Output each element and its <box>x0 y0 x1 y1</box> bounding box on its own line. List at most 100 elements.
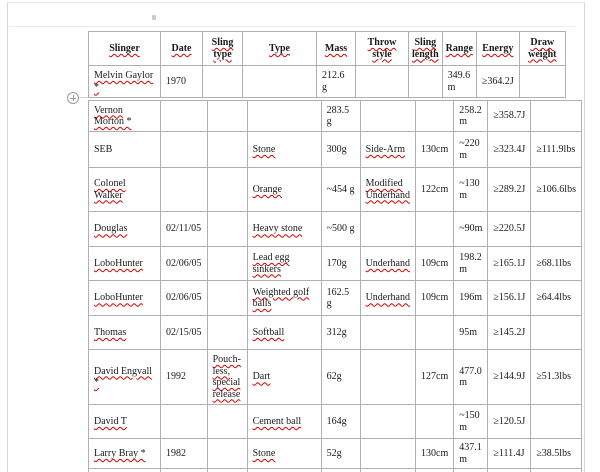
table-cell[interactable]: Stone <box>246 438 322 469</box>
table-cell[interactable] <box>530 315 582 350</box>
table-cell[interactable]: Larry Bray * <box>88 438 161 469</box>
table-cell[interactable]: Softball <box>246 315 322 350</box>
table-cell[interactable] <box>414 211 455 247</box>
table-cell[interactable]: 95m <box>453 315 489 350</box>
table-cell[interactable] <box>530 404 582 439</box>
table-cell[interactable] <box>530 100 582 132</box>
table-cell[interactable]: ≥111.4J <box>487 438 532 469</box>
table-cell[interactable] <box>160 100 208 132</box>
table-cell[interactable] <box>414 315 455 350</box>
table-cell[interactable]: ≥358.7J <box>487 100 532 132</box>
table-cell[interactable] <box>359 315 417 350</box>
table-cell[interactable]: Dart <box>246 349 322 405</box>
table-cell[interactable]: David Engvall * <box>88 349 161 405</box>
table-cell[interactable]: ~150 m <box>453 404 489 439</box>
table-cell[interactable]: Heavy stone <box>246 211 322 247</box>
table-cell[interactable]: Douglas <box>88 211 161 247</box>
table-cell[interactable] <box>206 131 248 168</box>
column-header[interactable]: Type <box>242 31 317 66</box>
table-cell[interactable]: Orange <box>246 167 322 212</box>
table-cell[interactable]: ≥64.4lbs <box>530 280 582 316</box>
table-cell[interactable] <box>530 468 582 472</box>
table-cell[interactable]: Pouch-less, special release <box>206 349 248 405</box>
table-cell[interactable]: LoboHunter <box>88 246 161 281</box>
table-cell[interactable]: Vernon Morton * <box>88 100 161 132</box>
table-cell[interactable] <box>359 404 417 439</box>
column-header[interactable]: Slinger <box>88 31 161 66</box>
table-cell[interactable]: 02/06/05 <box>160 280 208 316</box>
column-header[interactable]: Range <box>441 31 477 66</box>
table-cell[interactable]: ~220 m <box>453 131 489 168</box>
table-cell[interactable]: ≥106.6lbs <box>530 167 582 212</box>
table-cell[interactable] <box>206 100 248 132</box>
table-cell[interactable] <box>518 65 566 98</box>
table-cell[interactable]: 127cm <box>414 349 455 405</box>
table-cell[interactable] <box>206 280 248 316</box>
table-cell[interactable]: ≥120.5J <box>487 404 532 439</box>
table-cell[interactable]: 212.6 g <box>316 65 356 98</box>
table-cell[interactable]: 170g <box>320 246 361 281</box>
table-cell[interactable] <box>359 211 417 247</box>
table-cell[interactable]: Side-Arm <box>359 131 417 168</box>
table-cell[interactable]: Underhand <box>359 246 417 281</box>
table-cell[interactable]: 477.0 m <box>453 349 489 405</box>
table-cell[interactable] <box>206 404 248 439</box>
table-cell[interactable]: ≥68.1lbs <box>530 246 582 281</box>
table-cell[interactable] <box>408 65 443 98</box>
table-cell[interactable]: 1992 <box>160 349 208 405</box>
table-cell[interactable]: 300g <box>320 131 361 168</box>
table-cell[interactable] <box>88 468 161 472</box>
table-cell[interactable] <box>206 211 248 247</box>
table-cell[interactable] <box>414 404 455 439</box>
table-cell[interactable]: SEB <box>88 131 161 168</box>
table-cell[interactable]: 02/15/05 <box>160 315 208 350</box>
table-cell[interactable]: Underhand <box>359 280 417 316</box>
table-cell[interactable]: ≥323.4J <box>487 131 532 168</box>
table-cell[interactable]: ≥111.9lbs <box>530 131 582 168</box>
table-cell[interactable]: 122cm <box>414 167 455 212</box>
table-cell[interactable] <box>206 315 248 350</box>
column-header[interactable]: Sling length <box>408 31 443 66</box>
table-cell[interactable] <box>453 468 489 472</box>
table-cell[interactable]: Melvin Gaylor * <box>88 65 161 98</box>
table-cell[interactable]: Weighted golf balls <box>246 280 322 316</box>
table-cell[interactable]: 196m <box>453 280 489 316</box>
table-cell[interactable]: 109cm <box>414 246 455 281</box>
table-cell[interactable]: ~500 g <box>320 211 361 247</box>
table-cell[interactable] <box>206 468 248 472</box>
table-cell[interactable]: Stone <box>246 131 322 168</box>
table-cell[interactable]: Lead egg sinkers <box>246 246 322 281</box>
table-cell[interactable]: 130cm <box>414 131 455 168</box>
table-cell[interactable]: 109cm <box>414 280 455 316</box>
column-header[interactable]: Date <box>160 31 203 66</box>
table-cell[interactable] <box>206 246 248 281</box>
table-cell[interactable] <box>160 468 208 472</box>
table-cell[interactable]: 130cm <box>414 438 455 469</box>
table-cell[interactable] <box>359 349 417 405</box>
table-cell[interactable]: 1982 <box>160 438 208 469</box>
table-cell[interactable] <box>246 468 322 472</box>
table-cell[interactable] <box>246 100 322 132</box>
table-cell[interactable] <box>359 100 417 132</box>
table-cell[interactable]: ≥145.2J <box>487 315 532 350</box>
table-cell[interactable] <box>487 468 532 472</box>
table-cell[interactable]: 1970 <box>160 65 203 98</box>
table-cell[interactable]: 164g <box>320 404 361 439</box>
column-header[interactable]: Throw style <box>355 31 409 66</box>
column-header[interactable]: Sling type <box>202 31 243 66</box>
table-cell[interactable]: 198.2 m <box>453 246 489 281</box>
table-cell[interactable]: LoboHunter <box>88 280 161 316</box>
table-cell[interactable]: Modified Underhand <box>359 167 417 212</box>
column-header[interactable]: Energy <box>475 31 520 66</box>
table-cell[interactable]: ≥144.9J <box>487 349 532 405</box>
table-cell[interactable] <box>414 468 455 472</box>
table-cell[interactable] <box>160 167 208 212</box>
table-cell[interactable]: 62g <box>320 349 361 405</box>
table-cell[interactable] <box>530 211 582 247</box>
table-cell[interactable]: ~90m <box>453 211 489 247</box>
table-cell[interactable] <box>355 65 409 98</box>
column-header[interactable]: Mass <box>316 31 356 66</box>
table-cell[interactable] <box>242 65 317 98</box>
table-cell[interactable]: ≥165.1J <box>487 246 532 281</box>
table-cell[interactable]: ~130 m <box>453 167 489 212</box>
